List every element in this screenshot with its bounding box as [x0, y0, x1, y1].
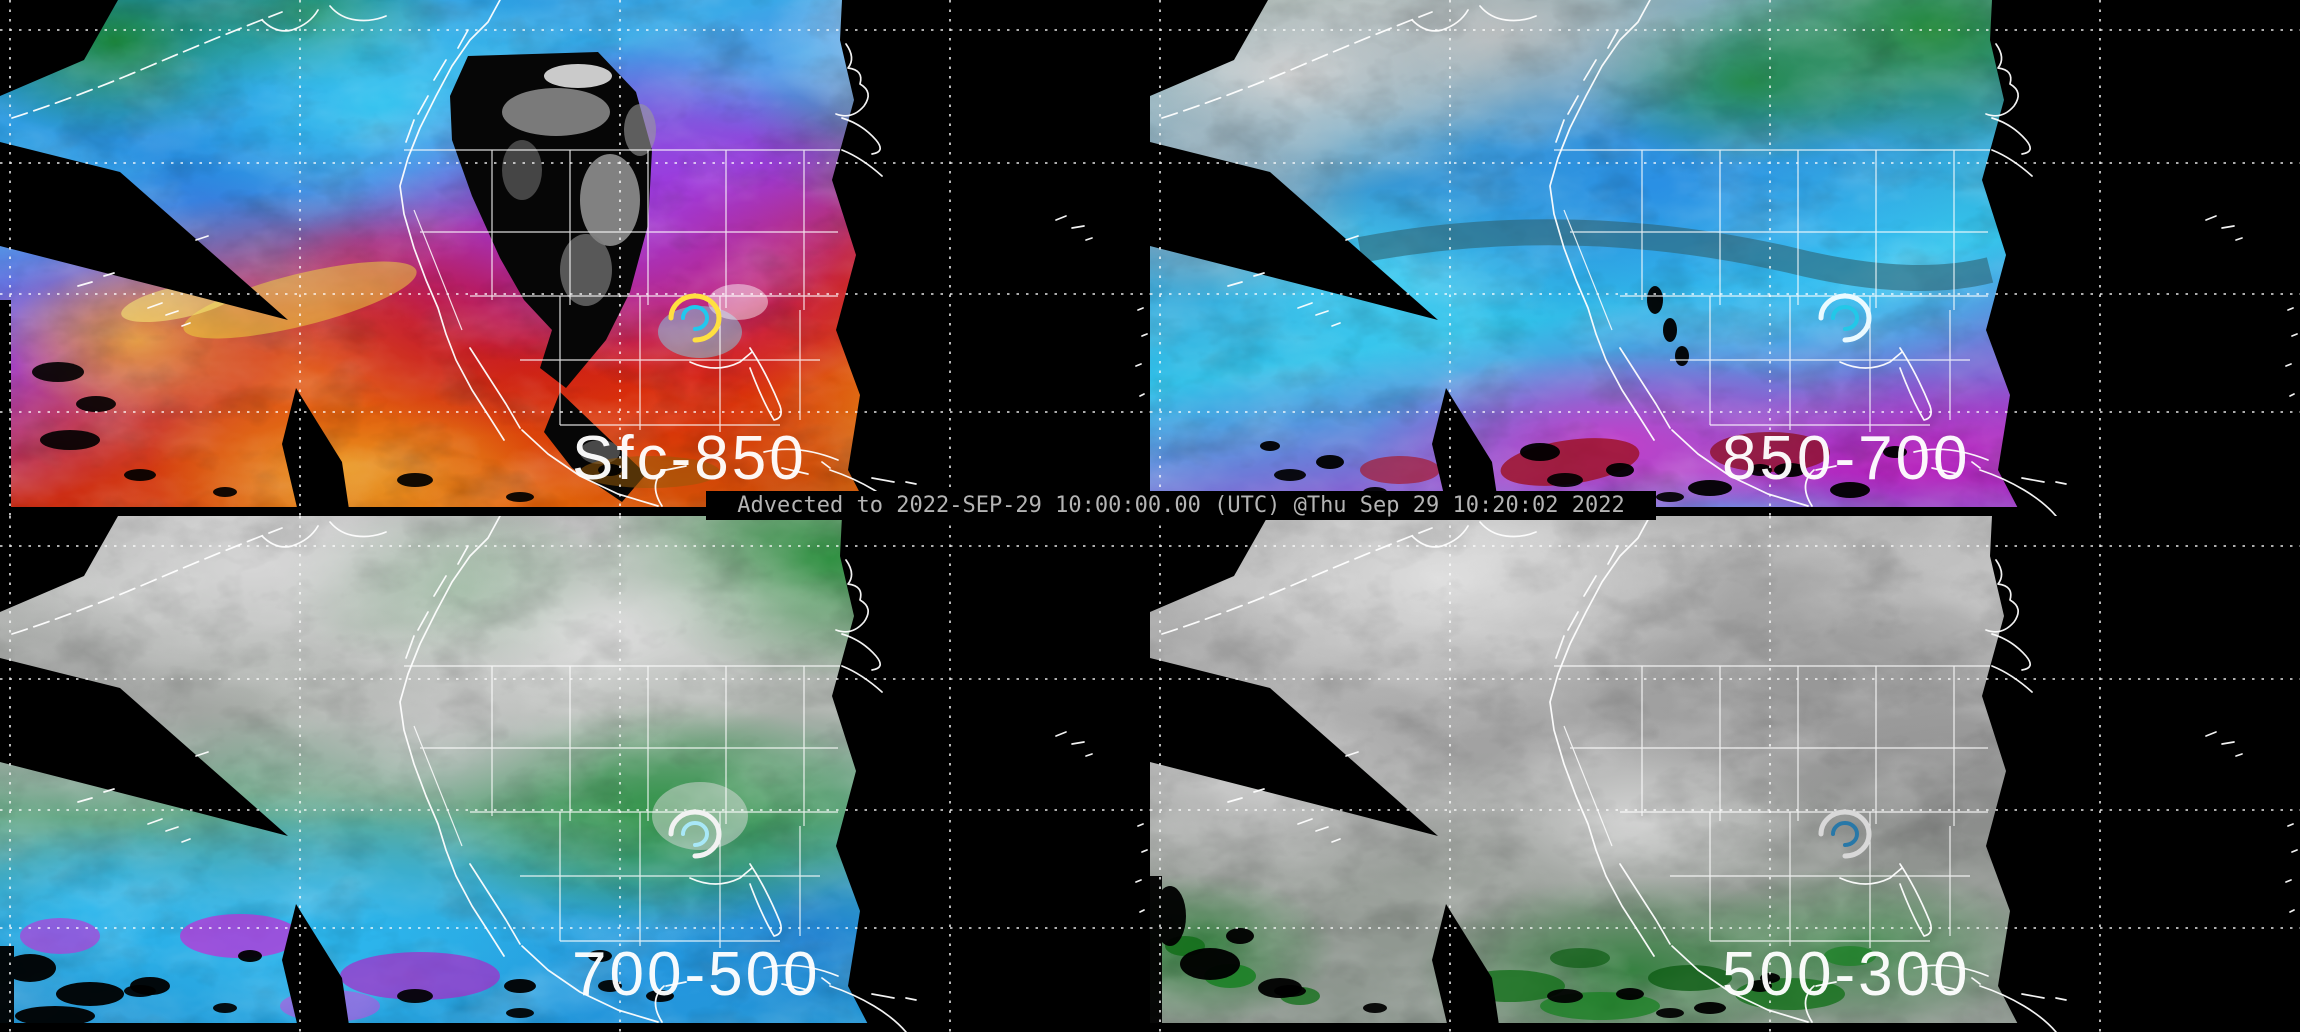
panel-500-300: 500-300	[1150, 516, 2300, 1032]
panel-label-sfc-850: Sfc-850	[572, 424, 807, 493]
panel-700-500-map-overlay	[0, 516, 1150, 1032]
panel-500-300-map-overlay	[1150, 516, 2300, 1032]
timestamp-bar: Advected to 2022-SEP-29 10:00:00.00 (UTC…	[706, 491, 1656, 520]
panel-700-500-extras	[0, 782, 748, 1032]
panel-850-700-extras	[1260, 219, 1994, 498]
panel-sfc-850-map-overlay	[0, 0, 1150, 516]
panel-850-700: 850-700	[1150, 0, 2300, 516]
panel-sfc-850-extras	[0, 52, 768, 516]
timestamp-text: Advected to 2022-SEP-29 10:00:00.00 (UTC…	[737, 493, 1625, 518]
panel-label-700-500: 700-500	[572, 940, 821, 1009]
panel-850-700-map-overlay	[1150, 0, 2300, 516]
panel-label-500-300: 500-300	[1722, 940, 1971, 1009]
panel-sfc-850: Sfc-850	[0, 0, 1150, 516]
panel-label-850-700: 850-700	[1722, 424, 1971, 493]
panel-700-500: 700-500	[0, 516, 1150, 1032]
